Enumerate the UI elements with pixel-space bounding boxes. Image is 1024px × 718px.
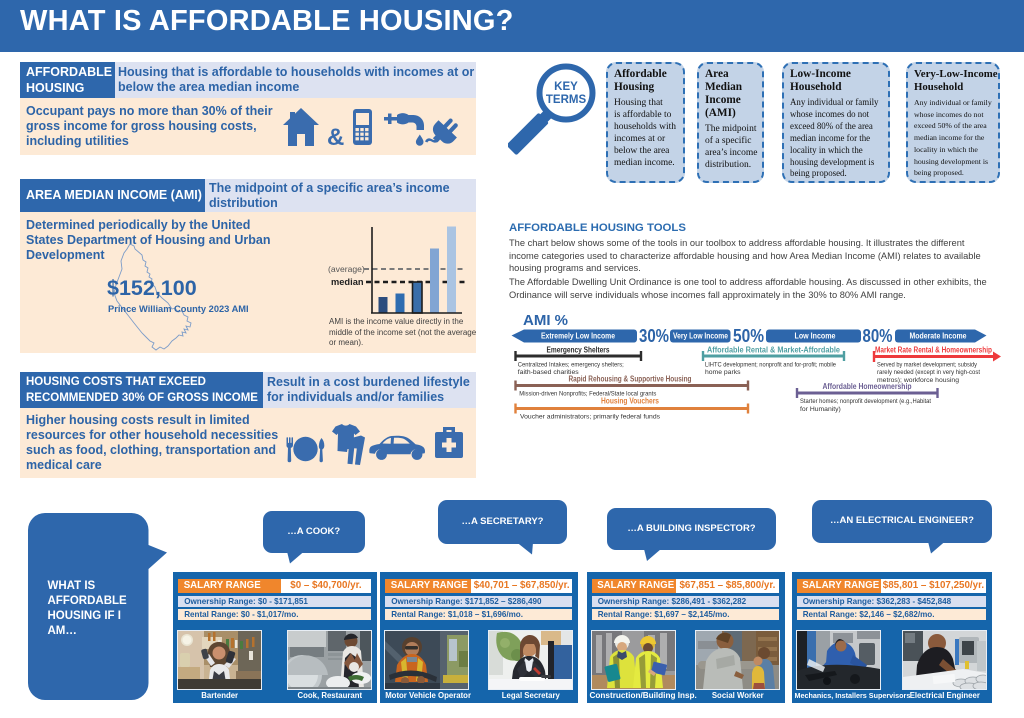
svg-text:(average): (average) bbox=[328, 264, 365, 274]
svg-text:median: median bbox=[331, 277, 364, 287]
svg-text:Affordable Homeownership: Affordable Homeownership bbox=[823, 382, 912, 391]
svg-text:LIHTC development; nonprofit a: LIHTC development; nonprofit and for-pro… bbox=[705, 361, 836, 368]
svg-text:Mission-driven Nonprofits; Fed: Mission-driven Nonprofits; Federal/State… bbox=[519, 391, 657, 398]
svg-text:Starter homes; nonprofit devel: Starter homes; nonprofit development (e.… bbox=[800, 398, 931, 405]
svg-text:Centralized Intakes; emergency: Centralized Intakes; emergency shelters; bbox=[518, 361, 624, 368]
svg-text:Emergency Shelters: Emergency Shelters bbox=[547, 345, 610, 354]
svg-text:Low Income: Low Income bbox=[795, 332, 836, 341]
svg-text:Very Low Income: Very Low Income bbox=[673, 332, 728, 341]
svg-text:metros); workforce housing: metros); workforce housing bbox=[877, 377, 959, 384]
svg-text:rarely needed (except in very: rarely needed (except in very high-cost bbox=[877, 369, 980, 376]
svg-text:Housing Vouchers: Housing Vouchers bbox=[601, 397, 659, 406]
svg-text:home parks: home parks bbox=[705, 369, 741, 376]
svg-text:Voucher administrators; primar: Voucher administrators; primarily federa… bbox=[520, 413, 661, 420]
svg-text:faith-based charities: faith-based charities bbox=[518, 369, 579, 376]
svg-text:80%: 80% bbox=[863, 326, 893, 346]
svg-text:Affordable Rental & Market-Aff: Affordable Rental & Market-Affordable bbox=[707, 345, 840, 354]
svg-text:KEY: KEY bbox=[554, 81, 578, 93]
svg-text:for Humanity): for Humanity) bbox=[800, 406, 841, 413]
svg-text:&: & bbox=[327, 124, 344, 147]
svg-text:50%: 50% bbox=[733, 326, 764, 346]
svg-text:Rapid Rehousing & Supportive H: Rapid Rehousing & Supportive Housing bbox=[569, 375, 692, 384]
svg-text:Market Rate Rental & Homeowner: Market Rate Rental & Homeownership bbox=[875, 345, 992, 354]
svg-text:Served by market development;: Served by market development; subsidy bbox=[877, 361, 977, 368]
svg-text:30%: 30% bbox=[639, 326, 669, 346]
svg-text:Moderate Income: Moderate Income bbox=[910, 332, 967, 341]
svg-text:Extremely Low Income: Extremely Low Income bbox=[541, 332, 615, 341]
svg-text:TERMS: TERMS bbox=[546, 94, 587, 106]
